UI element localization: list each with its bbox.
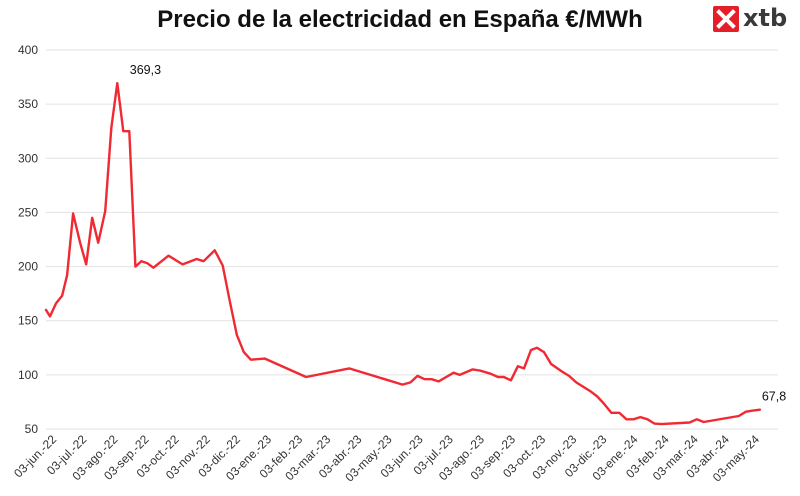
grid-lines bbox=[46, 49, 778, 430]
annotations: 369,3 67,8 bbox=[130, 63, 786, 403]
series-layer bbox=[44, 81, 762, 426]
y-tick-label: 400 bbox=[18, 43, 38, 57]
y-tick-label: 200 bbox=[18, 260, 38, 274]
chart-title: Precio de la electricidad en España €/MW… bbox=[157, 6, 643, 33]
y-tick-label: 250 bbox=[18, 205, 38, 219]
data-label: 369,3 bbox=[130, 63, 161, 77]
x-axis-ticks: 03-jun.-2203-jul.-2203-ago.-2203-sep.-22… bbox=[11, 432, 762, 484]
y-tick-label: 50 bbox=[25, 422, 39, 436]
xtb-logo-text: xtb bbox=[743, 4, 788, 32]
y-axis-ticks: 50 100 150 200 250 300 350 400 bbox=[18, 43, 38, 436]
data-label: 67,8 bbox=[762, 390, 786, 404]
y-tick-label: 350 bbox=[18, 97, 38, 111]
xtb-logo: xtb bbox=[713, 4, 795, 32]
xtb-logo-icon bbox=[713, 6, 739, 32]
y-tick-label: 150 bbox=[18, 314, 38, 328]
y-tick-label: 300 bbox=[18, 151, 38, 165]
series-line bbox=[44, 81, 762, 426]
y-tick-label: 100 bbox=[18, 368, 38, 382]
